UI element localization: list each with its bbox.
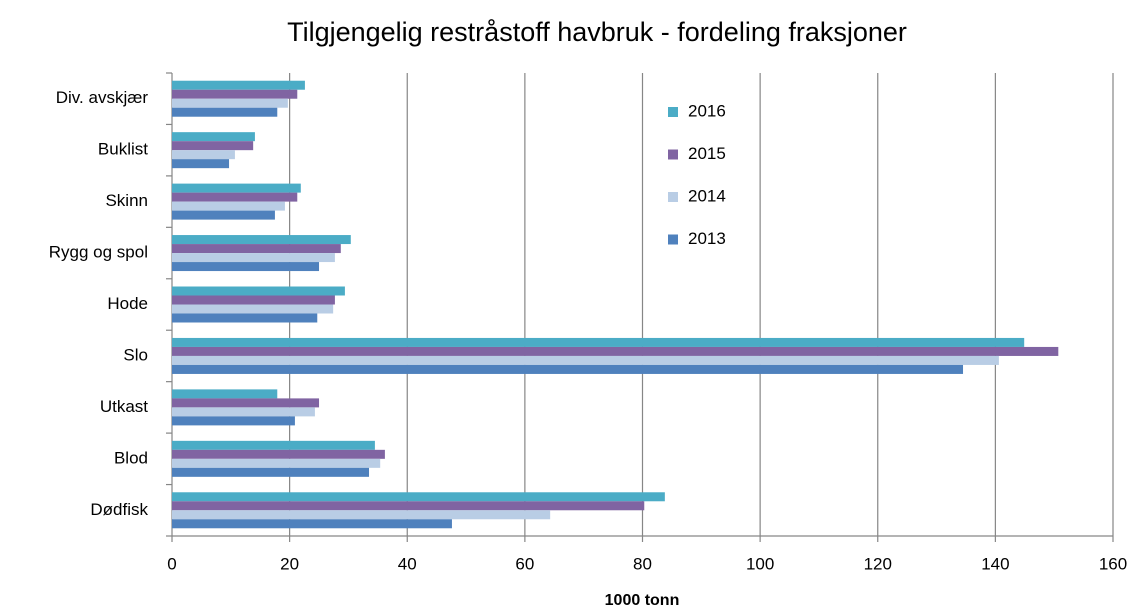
y-tick-label: Blod [114,448,148,467]
legend-swatch [668,234,678,245]
legend-swatch [668,107,678,117]
legend-swatch [668,149,678,160]
bar [172,235,351,245]
x-tick-label: 140 [981,554,1009,573]
bar [172,201,285,211]
bar [172,89,298,99]
bar [172,467,370,477]
bar [172,141,254,151]
y-tick-label: Skinn [105,191,148,210]
x-tick-label: 40 [398,554,417,573]
bar [172,295,335,305]
x-tick-label: 80 [633,554,652,573]
legend-label: 2014 [688,186,726,205]
bar [172,150,235,160]
bar [172,286,345,296]
bar [172,458,381,468]
bar [172,416,295,426]
legend-label: 2015 [688,144,726,163]
bar [172,398,320,408]
bar [172,183,301,193]
bar [172,244,341,254]
x-axis-label: 1000 tonn [605,592,680,606]
bar [172,346,1059,356]
bar [172,313,318,323]
chart-title: Tilgjengelig restråstoff havbruk - forde… [287,17,907,47]
y-tick-label: Hode [107,294,148,313]
legend-label: 2013 [688,229,726,248]
bar [172,355,999,365]
bar [172,192,298,202]
x-tick-label: 60 [515,554,534,573]
x-tick-label: 20 [280,554,299,573]
bar [172,510,551,520]
bar [172,253,335,263]
x-tick-label: 160 [1099,554,1127,573]
bar [172,449,385,459]
y-tick-label: Div. avskjær [56,88,149,107]
x-tick-label: 120 [864,554,892,573]
bar [172,107,278,117]
bar [172,262,320,272]
bar [172,210,275,220]
legend-label: 2016 [688,101,726,120]
bar [172,98,288,108]
legend-swatch [668,192,678,202]
bar [172,337,1025,347]
x-tick-label: 0 [167,554,176,573]
bar [172,519,452,529]
y-tick-label: Rygg og spol [49,243,148,262]
bar [172,132,255,142]
y-tick-label: Utkast [100,397,148,416]
bar [172,407,315,417]
bar [172,389,278,399]
bar [172,492,665,502]
y-tick-label: Dødfisk [90,500,148,519]
bar [172,501,645,511]
bar [172,304,334,314]
x-tick-label: 100 [746,554,774,573]
bar [172,364,964,374]
bar [172,440,375,450]
y-tick-label: Slo [123,345,148,364]
bar [172,159,230,169]
y-tick-label: Buklist [98,140,148,159]
bar [172,80,305,90]
